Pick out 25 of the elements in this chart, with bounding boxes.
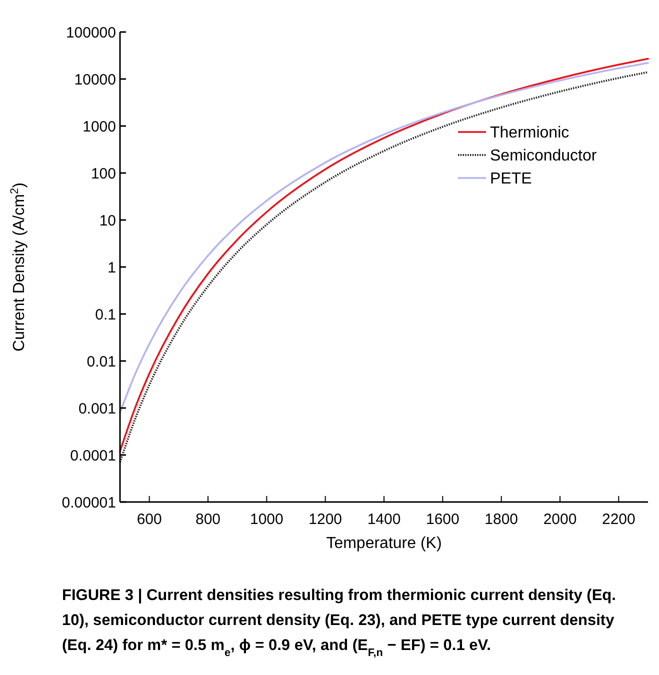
y-tick-label: 100 <box>90 165 116 182</box>
x-axis-title: Temperature (K) <box>326 535 442 552</box>
x-tick-label: 2000 <box>543 511 577 528</box>
x-tick-label: 1200 <box>308 511 342 528</box>
y-tick-label: 1000 <box>82 118 116 136</box>
x-tick-label: 1400 <box>367 511 401 528</box>
y-tick-label: 0.001 <box>78 400 116 418</box>
x-tick-label: 800 <box>195 511 221 528</box>
y-tick-label: 0.1 <box>95 306 116 324</box>
x-tick-label: 1000 <box>250 511 284 528</box>
x-tick-label: 600 <box>136 511 162 528</box>
y-tick-label: 0.01 <box>86 353 116 370</box>
y-tick-label: 1 <box>108 259 116 276</box>
x-tick-label: 1600 <box>426 511 460 528</box>
x-tick-label: 1800 <box>484 511 518 528</box>
y-tick-label: 0.00001 <box>62 494 116 512</box>
y-tick-label: 100000 <box>66 24 116 42</box>
legend-label: Semiconductor <box>490 148 598 165</box>
y-tick-label: 10000 <box>74 71 116 88</box>
y-tick-label: 10 <box>99 212 116 230</box>
x-tick-label: 2200 <box>602 511 636 528</box>
y-tick-label: 0.0001 <box>70 447 116 464</box>
legend-label: PETE <box>490 170 532 188</box>
text: FIGURE 3 | Current densities resulting from thermionic current density (Eq. 10), semiconductor current density (Eq. 23), and PETE type current density (Eq. 24) for m* = 0.5 m$_{e}$, ϕ = 0.9 eV, and (E$_{F,n}$ − EF) = 0.1 eV. <box>62 587 616 659</box>
legend-label: Thermionic <box>490 124 570 142</box>
